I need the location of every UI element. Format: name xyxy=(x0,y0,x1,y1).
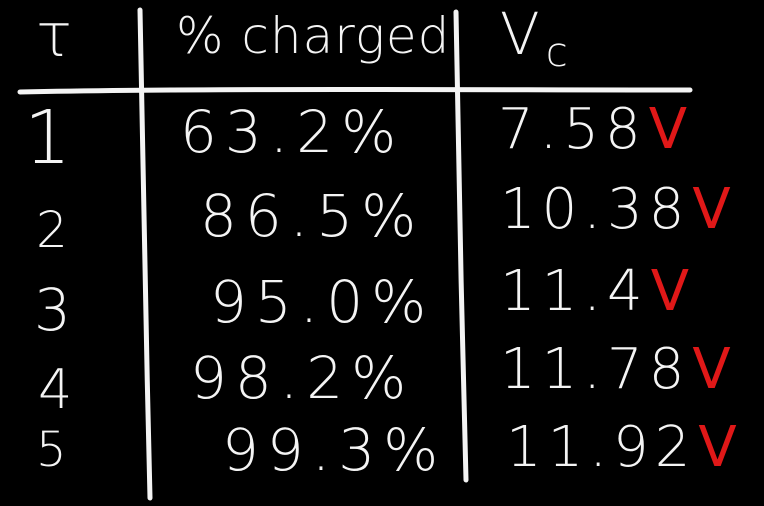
percent-cell-3: 95.0% xyxy=(210,268,435,336)
header-tau: τ xyxy=(36,1,73,71)
percent-cell-4: 98.2% xyxy=(190,344,415,412)
voltage-value: 7.58 xyxy=(498,97,647,162)
header-percent-charged: % charged xyxy=(176,7,451,65)
tau-cell-1: 1 xyxy=(24,95,72,181)
tau-cell-3: 3 xyxy=(34,276,71,344)
voltage-cell-4: 11.78V xyxy=(500,340,731,400)
voltage-value: 11.92 xyxy=(506,415,697,480)
voltage-cell-3: 11.4V xyxy=(500,262,689,322)
volt-unit: V xyxy=(692,177,731,242)
voltage-cell-1: 7.58V xyxy=(498,100,687,160)
volt-unit: V xyxy=(698,415,737,480)
percent-cell-5: 99.3% xyxy=(222,416,447,484)
volt-unit: V xyxy=(648,97,687,162)
header-rule xyxy=(17,87,693,95)
percent-cell-1: 63.2% xyxy=(180,98,405,166)
tau-cell-4: 4 xyxy=(38,358,73,421)
tau-cell-5: 5 xyxy=(36,422,67,478)
voltage-value: 10.38 xyxy=(500,177,691,242)
column-divider-2 xyxy=(453,9,469,483)
voltage-cell-5: 11.92V xyxy=(506,418,737,478)
percent-cell-2: 86.5% xyxy=(200,182,425,250)
voltage-cell-2: 10.38V xyxy=(500,180,731,240)
voltage-value: 11.78 xyxy=(500,337,691,402)
header-vc-main: V xyxy=(500,0,540,68)
header-vc-subscript: c xyxy=(545,30,568,76)
volt-unit: V xyxy=(650,259,689,324)
volt-unit: V xyxy=(692,337,731,402)
voltage-value: 11.4 xyxy=(500,259,649,324)
tau-cell-2: 2 xyxy=(36,201,68,259)
column-divider-1 xyxy=(137,7,153,501)
